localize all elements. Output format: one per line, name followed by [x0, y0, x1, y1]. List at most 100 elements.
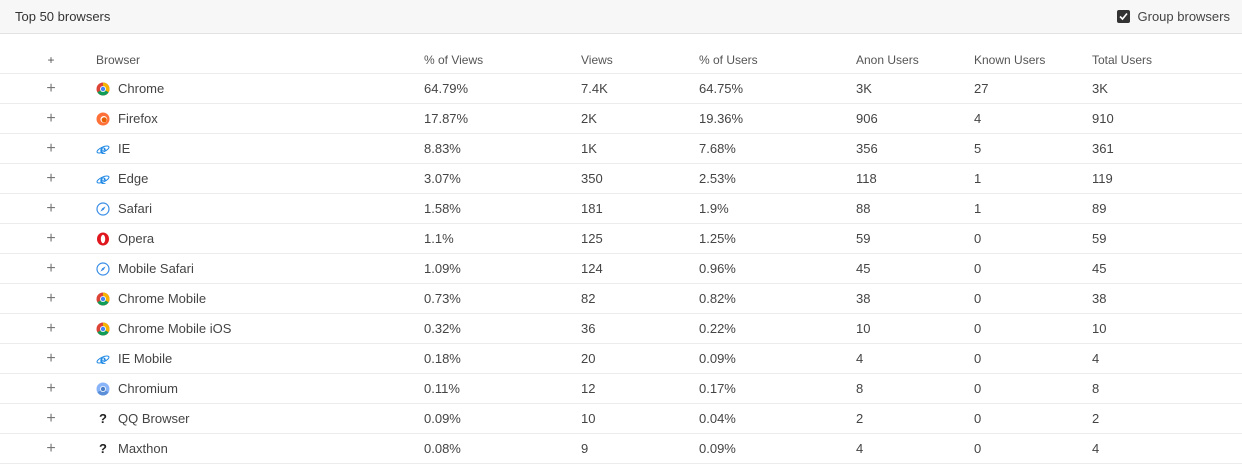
browser-name: Chrome: [118, 81, 165, 96]
browser-cell: Safari: [96, 201, 152, 216]
anon-users-cell: 906: [856, 111, 878, 126]
table-row[interactable]: + e IE Mobile 0.18% 20 0.09% 4 0 4: [0, 344, 1242, 374]
browser-name: Maxthon: [118, 441, 168, 456]
panel-title: Top 50 browsers: [15, 9, 111, 24]
chrome-icon: [96, 292, 110, 306]
table-row[interactable]: + e IE 8.83% 1K 7.68% 356 5 361: [0, 134, 1242, 164]
expand-row-button[interactable]: +: [46, 139, 56, 157]
table-row[interactable]: + Chrome Mobile 0.73% 82 0.82% 38 0 38: [0, 284, 1242, 314]
column-header-browser[interactable]: Browser: [96, 52, 141, 67]
known-users-cell: 27: [974, 81, 989, 96]
table-row[interactable]: +? Maxthon 0.08% 9 0.09% 4 0 4: [0, 434, 1242, 464]
expand-row-button[interactable]: +: [46, 169, 56, 187]
pct-views-cell: 64.79%: [424, 81, 469, 96]
known-users-cell: 0: [974, 321, 982, 336]
table-row[interactable]: + Opera 1.1% 125 1.25% 59 0 59: [0, 224, 1242, 254]
chromium-icon: [96, 382, 110, 396]
total-users-cell: 119: [1092, 171, 1113, 186]
checkmark-icon: [1118, 12, 1128, 21]
total-users-cell: 8: [1092, 381, 1100, 396]
expand-row-button[interactable]: +: [46, 289, 56, 307]
expand-row-button[interactable]: +: [46, 259, 56, 277]
pct-views-cell: 0.73%: [424, 291, 461, 306]
ie-icon: e: [96, 352, 110, 366]
expand-row-button[interactable]: +: [46, 199, 56, 217]
expand-row-button[interactable]: +: [46, 349, 56, 367]
pct-users-cell: 0.22%: [699, 321, 736, 336]
pct-views-cell: 1.09%: [424, 261, 461, 276]
known-users-cell: 0: [974, 231, 982, 246]
views-cell: 350: [581, 171, 603, 186]
browser-cell: ? QQ Browser: [96, 411, 190, 426]
table-row[interactable]: + Chrome Mobile iOS 0.32% 36 0.22% 10 0 10: [0, 314, 1242, 344]
table-row[interactable]: + e Edge 3.07% 350 2.53% 118 1 119: [0, 164, 1242, 194]
browser-name: Firefox: [118, 111, 158, 126]
total-users-cell: 4: [1092, 351, 1100, 366]
expand-row-button[interactable]: +: [46, 319, 56, 337]
browser-name: QQ Browser: [118, 411, 190, 426]
pct-views-cell: 0.08%: [424, 441, 461, 456]
total-users-cell: 3K: [1092, 81, 1108, 96]
column-header-pct-users[interactable]: % of Users: [699, 52, 758, 67]
pct-views-cell: 0.18%: [424, 351, 461, 366]
views-cell: 1K: [581, 141, 597, 156]
anon-users-cell: 356: [856, 141, 878, 156]
table-row[interactable]: +? QQ Browser 0.09% 10 0.04% 2 0 2: [0, 404, 1242, 434]
browser-cell: Firefox: [96, 111, 158, 126]
table-row[interactable]: + Chrome 64.79% 7.4K 64.75% 3K 27 3K: [0, 74, 1242, 104]
group-browsers-checkbox[interactable]: [1116, 10, 1130, 23]
expand-row-button[interactable]: +: [46, 109, 56, 127]
total-users-cell: 38: [1092, 291, 1107, 306]
total-users-cell: 45: [1092, 261, 1107, 276]
views-cell: 124: [581, 261, 603, 276]
pct-users-cell: 0.09%: [699, 441, 736, 456]
pct-users-cell: 19.36%: [699, 111, 744, 126]
svg-text:e: e: [100, 143, 106, 156]
browser-name: Chrome Mobile iOS: [118, 321, 232, 336]
expand-row-button[interactable]: +: [46, 379, 56, 397]
table-row[interactable]: + Mobile Safari 1.09% 124 0.96% 45 0 45: [0, 254, 1242, 284]
column-header-pct-views[interactable]: % of Views: [424, 52, 484, 67]
total-users-cell: 10: [1092, 321, 1107, 336]
expand-row-button[interactable]: +: [46, 229, 56, 247]
views-cell: 82: [581, 291, 596, 306]
expand-row-button[interactable]: +: [46, 439, 56, 457]
table-row[interactable]: + Safari 1.58% 181 1.9% 88 1 89: [0, 194, 1242, 224]
views-cell: 36: [581, 321, 596, 336]
chrome-icon: [96, 82, 110, 96]
browser-name: Mobile Safari: [118, 261, 194, 276]
column-header-views[interactable]: Views: [581, 52, 613, 67]
unknown-browser-icon: ?: [99, 441, 107, 456]
table-row[interactable]: + Chromium 0.11% 12 0.17% 8 0 8: [0, 374, 1242, 404]
pct-users-cell: 0.82%: [699, 291, 736, 306]
pct-users-cell: 0.09%: [699, 351, 736, 366]
safari-icon: [96, 261, 110, 276]
expand-row-button[interactable]: +: [46, 79, 56, 97]
views-cell: 10: [581, 411, 596, 426]
browser-name: Opera: [118, 231, 155, 246]
table-row[interactable]: + Firefox 17.87% 2K 19.36% 906 4 910: [0, 104, 1242, 134]
pct-users-cell: 0.96%: [699, 261, 736, 276]
views-cell: 7.4K: [581, 81, 608, 96]
browser-name: Chromium: [118, 381, 178, 396]
pct-users-cell: 64.75%: [699, 81, 744, 96]
anon-users-cell: 4: [856, 441, 864, 456]
pct-views-cell: 3.07%: [424, 171, 461, 186]
column-header-total-users[interactable]: Total Users: [1092, 52, 1153, 67]
svg-text:e: e: [100, 353, 106, 366]
pct-views-cell: 0.09%: [424, 411, 461, 426]
known-users-cell: 0: [974, 411, 982, 426]
browser-cell: Chrome Mobile: [96, 291, 206, 306]
column-header-known-users[interactable]: Known Users: [974, 52, 1046, 67]
expand-row-button[interactable]: +: [46, 409, 56, 427]
browser-cell: e IE Mobile: [96, 351, 172, 366]
table-header-row: + Browser % of Views Views % of Users An…: [0, 46, 1242, 74]
column-header-anon-users[interactable]: Anon Users: [856, 52, 919, 67]
anon-users-cell: 38: [856, 291, 871, 306]
known-users-cell: 0: [974, 351, 982, 366]
pct-views-cell: 17.87%: [424, 111, 469, 126]
group-browsers-toggle[interactable]: Group browsers: [1116, 9, 1230, 24]
opera-icon: [96, 232, 110, 246]
anon-users-cell: 2: [856, 411, 864, 426]
expand-all-button[interactable]: +: [47, 52, 55, 67]
